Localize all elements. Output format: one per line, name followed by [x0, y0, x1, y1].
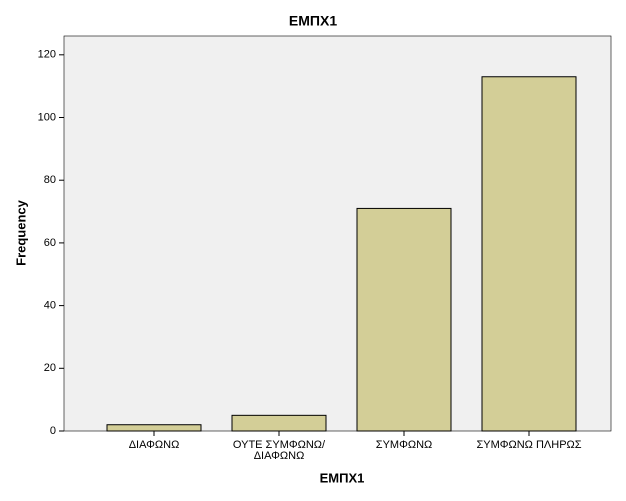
y-tick-label: 80 [44, 174, 56, 186]
x-tick-label: ΣΥΜΦΩΝΩ [375, 439, 433, 451]
x-axis-label: ΕΜΠΧ1 [320, 470, 365, 485]
bar [356, 207, 452, 432]
bar [231, 414, 327, 432]
bar [106, 424, 202, 432]
x-tick-label: ΔΙΑΦΩΝΩ [128, 439, 180, 451]
y-tick-label: 40 [44, 300, 56, 312]
y-tick-label: 0 [50, 425, 56, 437]
bar [481, 76, 577, 432]
chart-title: ΕΜΠΧ1 [289, 13, 337, 29]
y-tick-label: 100 [38, 111, 56, 123]
y-tick-label: 20 [44, 362, 56, 374]
x-tick-label: ΟΥΤΕ ΣΥΜΦΩΝΩ/ΔΙΑΦΩΝΩ [232, 439, 326, 462]
y-axis-label: Frequency [13, 199, 28, 266]
x-tick-label: ΣΥΜΦΩΝΩ ΠΛΗΡΩΣ [476, 439, 582, 451]
y-tick-label: 60 [44, 237, 56, 249]
y-tick-label: 120 [38, 49, 56, 61]
